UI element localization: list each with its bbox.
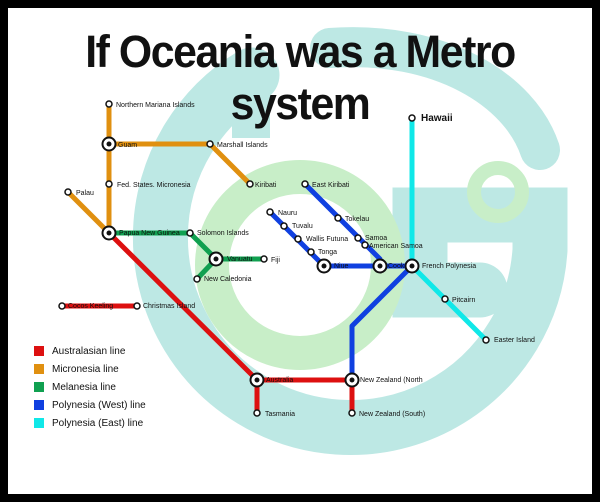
station-tokelau: [334, 214, 342, 222]
legend-item-polynesia-west: Polynesia (West) line: [34, 396, 146, 414]
station-label-cook: Cook: [388, 263, 405, 270]
station-label-cocos: Cocos Keeling: [68, 303, 113, 310]
station-marshall: [206, 140, 214, 148]
station-label-solomon: Solomon Islands: [197, 230, 249, 237]
station-wallis: [294, 235, 302, 243]
station-label-niue: Niue: [334, 263, 349, 270]
legend-item-micronesia: Micronesia line: [34, 360, 146, 378]
station-label-tasmania: Tasmania: [265, 411, 295, 418]
station-tonga: [307, 248, 315, 256]
station-niue: [316, 258, 332, 274]
legend-swatch-melanesia: [34, 382, 44, 392]
logo-small-circle: [467, 161, 529, 223]
station-hawaii: [408, 114, 416, 122]
station-label-tonga: Tonga: [318, 249, 337, 256]
station-label-samoa: Samoa: [365, 235, 387, 242]
station-label-east-kiribati: East Kiribati: [312, 182, 350, 189]
station-east-kiribati: [301, 180, 309, 188]
legend-label: Polynesia (West) line: [52, 399, 146, 411]
legend-swatch-australasian: [34, 346, 44, 356]
station-guam: [101, 136, 117, 152]
station-nz-south: [348, 409, 356, 417]
station-label-nz-north: New Zealand (North: [360, 377, 423, 384]
station-tasmania: [253, 409, 261, 417]
station-french-polynesia: [404, 258, 420, 274]
station-label-easter: Easter Island: [494, 337, 535, 344]
station-nauru: [266, 208, 274, 216]
station-samoa: [354, 234, 362, 242]
station-label-tokelau: Tokelau: [345, 216, 369, 223]
station-label-pitcairn: Pitcairn: [452, 297, 475, 304]
logo-stem: [232, 68, 270, 138]
line-polynesia-east-easter: [409, 263, 489, 343]
station-christmas: [133, 302, 141, 310]
station-label-kiribati: Kiribati: [255, 182, 277, 189]
station-cocos: [58, 302, 66, 310]
legend-label: Polynesia (East) line: [52, 417, 144, 429]
line-micronesia-palau: [65, 189, 112, 236]
station-label-hawaii: Hawaii: [421, 113, 453, 124]
station-label-fiji: Fiji: [271, 257, 280, 264]
station-png: [101, 225, 117, 241]
station-label-french-polynesia: French Polynesia: [422, 263, 476, 270]
station-label-vanuatu: Vanuatu: [227, 256, 253, 263]
line-polynesia-west-main: [321, 263, 415, 383]
station-northern-mariana: [105, 100, 113, 108]
station-american-samoa: [361, 241, 369, 249]
station-cook: [372, 258, 388, 274]
station-label-guam: Guam: [118, 142, 137, 149]
station-tuvalu: [280, 222, 288, 230]
station-new-caledonia: [193, 275, 201, 283]
station-label-nz-south: New Zealand (South): [359, 411, 425, 418]
logo-top-arc: [310, 27, 560, 170]
station-label-fsm: Fed. States. Micronesia: [117, 182, 191, 189]
station-fsm: [105, 180, 113, 188]
legend-swatch-micronesia: [34, 364, 44, 374]
station-label-american-samoa: American Samoa: [369, 243, 423, 250]
station-label-new-caledonia: New Caledonia: [204, 276, 252, 283]
station-label-northern-mariana: Northern Mariana Islands: [116, 102, 195, 109]
legend-item-australasian: Australasian line: [34, 342, 146, 360]
legend-item-polynesia-east: Polynesia (East) line: [34, 414, 146, 432]
station-label-wallis: Wallis Futuna: [306, 236, 348, 243]
logo-outer-ring: [132, 47, 568, 456]
station-label-png: Papua New Guinea: [119, 230, 180, 237]
station-easter: [482, 336, 490, 344]
legend-item-melanesia: Melanesia line: [34, 378, 146, 396]
page-title: If Oceania was a Metro system: [85, 26, 516, 129]
station-label-nauru: Nauru: [278, 210, 297, 217]
station-solomon: [186, 229, 194, 237]
legend: Australasian line Micronesia line Melane…: [34, 342, 146, 432]
station-australia: [249, 372, 265, 388]
station-label-christmas: Christmas Island: [143, 303, 195, 310]
station-nz-north: [344, 372, 360, 388]
station-pitcairn: [441, 295, 449, 303]
legend-label: Micronesia line: [52, 363, 119, 375]
station-kiribati: [246, 180, 254, 188]
station-label-marshall: Marshall Islands: [217, 142, 268, 149]
legend-swatch-polynesia-west: [34, 400, 44, 410]
station-vanuatu: [208, 251, 224, 267]
station-label-australia: Australia: [266, 377, 293, 384]
station-label-palau: Palau: [76, 190, 94, 197]
legend-label: Melanesia line: [52, 381, 116, 393]
station-palau: [64, 188, 72, 196]
legend-swatch-polynesia-east: [34, 418, 44, 428]
station-fiji: [260, 255, 268, 263]
legend-label: Australasian line: [52, 345, 126, 357]
station-label-tuvalu: Tuvalu: [292, 223, 313, 230]
